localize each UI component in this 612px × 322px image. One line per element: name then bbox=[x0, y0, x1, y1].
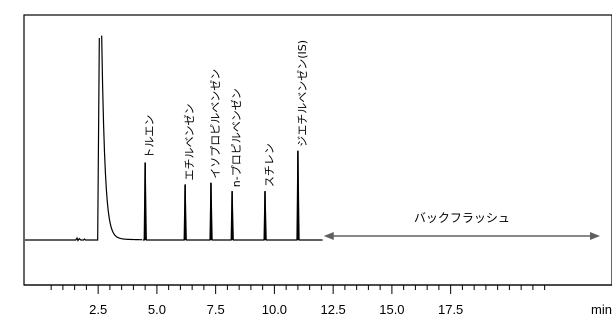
x-tick-label: 5.0 bbox=[148, 302, 166, 317]
backflush-arrowhead-right bbox=[590, 232, 600, 240]
x-tick-label: 17.5 bbox=[438, 302, 463, 317]
peak-labels: トルエン エチルベンゼン イソプロピルベンゼン n-プロピルベンゼンスチレン ジエチルベ… bbox=[143, 40, 309, 187]
peak-label: ジエチルベンゼン(IS) bbox=[296, 40, 309, 147]
chromatogram-baseline bbox=[142, 150, 323, 241]
x-axis-ticks: 2.5 5.0 7.5 10.0 12.5 15.0 17.5 min bbox=[50, 285, 612, 317]
x-tick-label: 10.0 bbox=[262, 302, 287, 317]
backflush-arrowhead-left bbox=[323, 232, 334, 240]
x-tick-label: 15.0 bbox=[379, 302, 404, 317]
x-unit-label: min bbox=[591, 302, 612, 317]
peak-label: イソプロピルベンゼン bbox=[209, 69, 222, 179]
chart-frame bbox=[23, 14, 612, 286]
peak-label: n-プロピルベンゼン bbox=[230, 88, 243, 187]
x-tick-label: 7.5 bbox=[207, 302, 225, 317]
peak-label: トルエン bbox=[143, 115, 156, 159]
backflush-indicator: バックフラッシュ bbox=[323, 211, 600, 240]
solvent-peak bbox=[25, 35, 143, 242]
x-tick-label: 12.5 bbox=[320, 302, 345, 317]
peak-label: スチレン bbox=[263, 143, 276, 187]
chromatogram-trace bbox=[25, 35, 323, 242]
backflush-label: バックフラッシュ bbox=[414, 211, 510, 225]
peak-label: エチルベンゼン bbox=[183, 103, 196, 180]
x-tick-label: 2.5 bbox=[89, 302, 107, 317]
